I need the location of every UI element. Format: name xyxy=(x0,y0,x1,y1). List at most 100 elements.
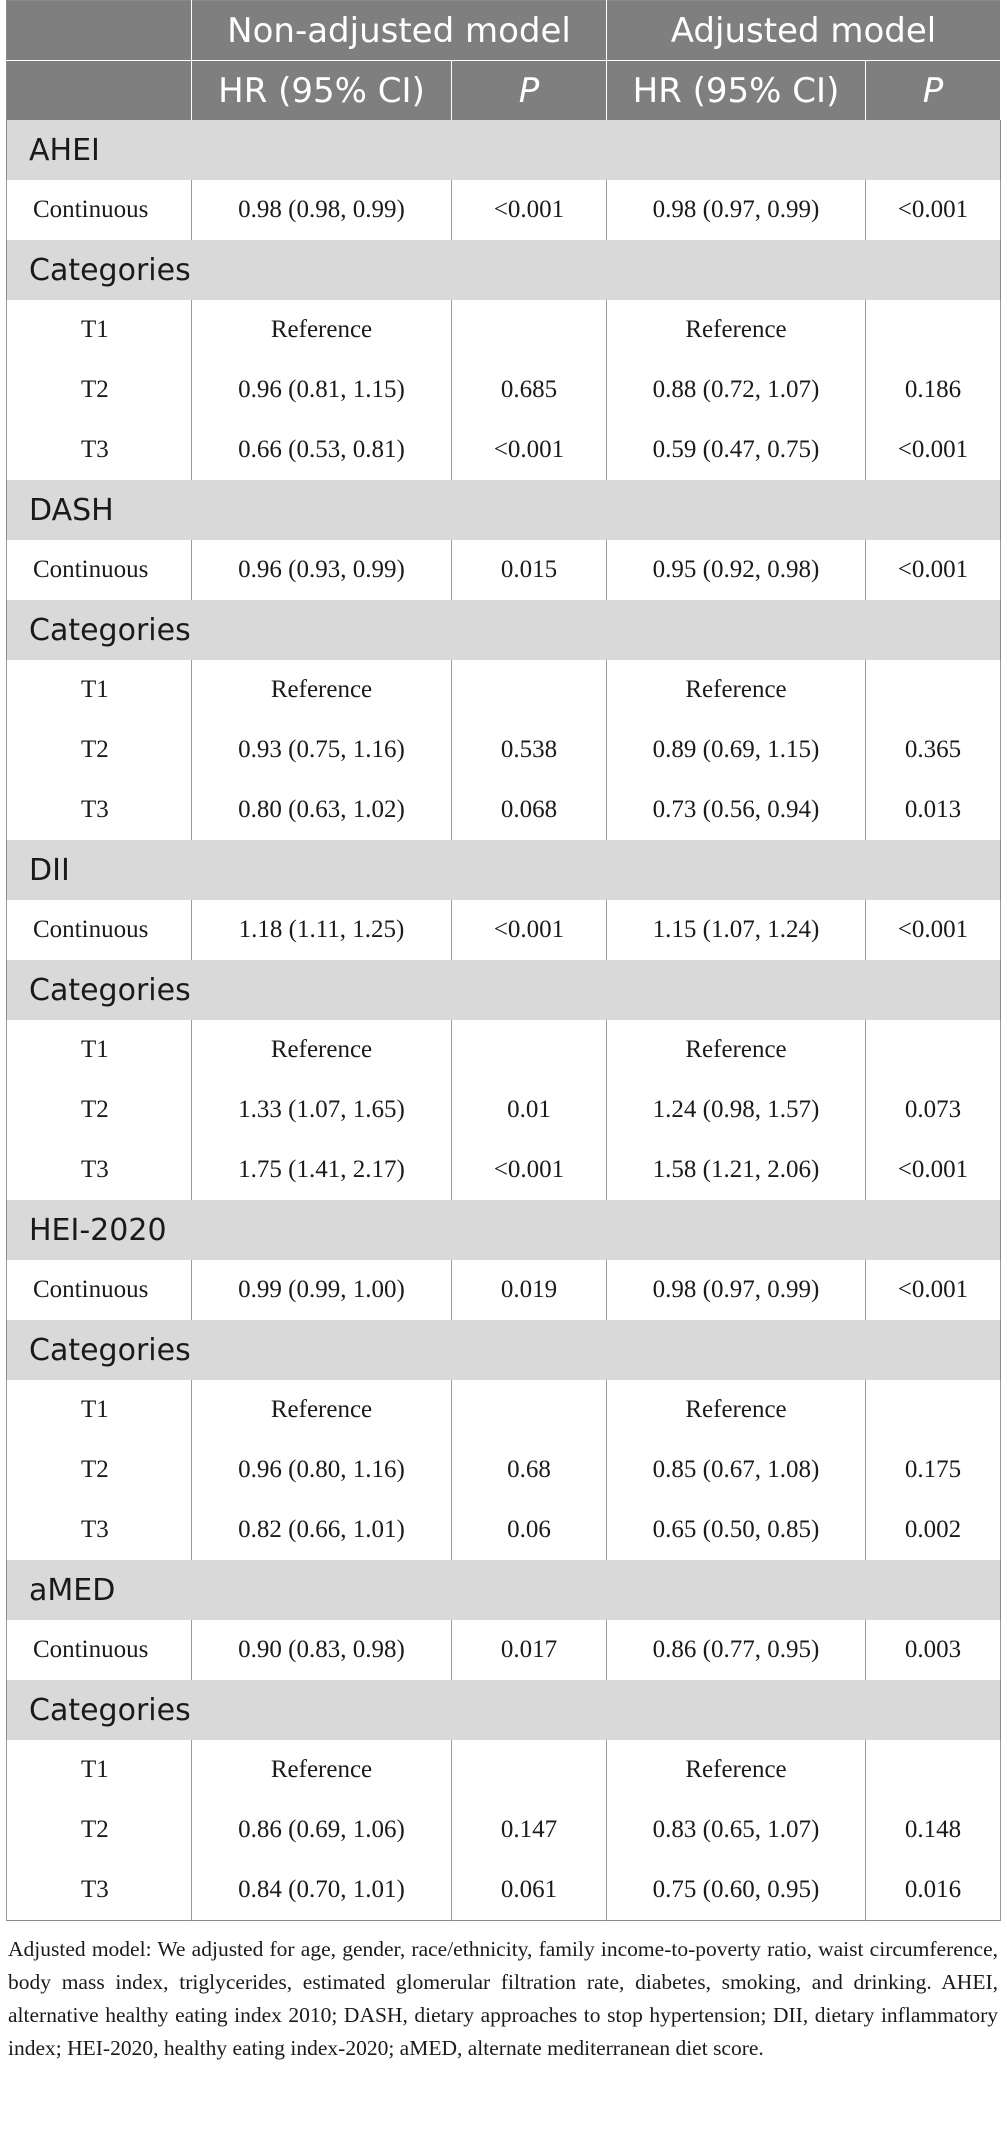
hr-adjusted: 0.65 (0.50, 0.85) xyxy=(606,1500,866,1560)
hr-adjusted: 1.58 (1.21, 2.06) xyxy=(606,1140,866,1200)
header-row-groups: Non-adjusted model Adjusted model xyxy=(6,0,1001,61)
header-p-adjusted: P xyxy=(865,60,1001,120)
row-label: Continuous xyxy=(6,540,192,600)
p-adjusted: 0.016 xyxy=(865,1860,1001,1921)
p-adjusted: <0.001 xyxy=(865,1260,1001,1320)
section-ahei: AHEI Continuous 0.98 (0.98, 0.99) <0.001… xyxy=(6,120,1001,480)
hr-adjusted: 0.75 (0.60, 0.95) xyxy=(606,1860,866,1921)
table-row: T3 0.66 (0.53, 0.81) <0.001 0.59 (0.47, … xyxy=(6,420,1001,480)
hr-non-adjusted: 0.96 (0.80, 1.16) xyxy=(191,1440,452,1500)
hr-adjusted: Reference xyxy=(606,660,866,720)
row-label: T3 xyxy=(6,420,192,480)
hr-non-adjusted: 0.82 (0.66, 1.01) xyxy=(191,1500,452,1560)
hr-adjusted: Reference xyxy=(606,1380,866,1440)
table-row: T1 Reference Reference xyxy=(6,1380,1001,1440)
p-non-adjusted: 0.019 xyxy=(451,1260,607,1320)
header-corner xyxy=(6,0,192,61)
row-label: T3 xyxy=(6,1860,192,1921)
p-non-adjusted: 0.538 xyxy=(451,720,607,780)
table-row: HEI-2020 xyxy=(6,1200,1001,1260)
table-row: T2 0.96 (0.80, 1.16) 0.68 0.85 (0.67, 1.… xyxy=(6,1440,1001,1500)
hr-non-adjusted: 1.18 (1.11, 1.25) xyxy=(191,900,452,960)
hr-adjusted: 0.85 (0.67, 1.08) xyxy=(606,1440,866,1500)
p-adjusted: 0.013 xyxy=(865,780,1001,840)
table-row: Categories xyxy=(6,600,1001,660)
table-header: Non-adjusted model Adjusted model HR (95… xyxy=(6,0,1001,120)
p-adjusted: <0.001 xyxy=(865,180,1001,240)
hr-adjusted: 1.15 (1.07, 1.24) xyxy=(606,900,866,960)
hr-non-adjusted: Reference xyxy=(191,1380,452,1440)
table-row: T3 1.75 (1.41, 2.17) <0.001 1.58 (1.21, … xyxy=(6,1140,1001,1200)
table-row: T3 0.84 (0.70, 1.01) 0.061 0.75 (0.60, 0… xyxy=(6,1860,1001,1921)
header-hr-adjusted: HR (95% CI) xyxy=(606,60,866,120)
hr-non-adjusted: 0.66 (0.53, 0.81) xyxy=(191,420,452,480)
table-row: Categories xyxy=(6,240,1001,300)
categories-title: Categories xyxy=(6,1680,1001,1740)
p-adjusted: <0.001 xyxy=(865,540,1001,600)
table-row: Continuous 0.99 (0.99, 1.00) 0.019 0.98 … xyxy=(6,1260,1001,1320)
table-row: aMED xyxy=(6,1560,1001,1620)
row-label: T1 xyxy=(6,300,192,360)
hr-adjusted: 0.98 (0.97, 0.99) xyxy=(606,180,866,240)
p-non-adjusted xyxy=(451,1020,607,1080)
row-label: T2 xyxy=(6,1440,192,1500)
section-title: aMED xyxy=(6,1560,1001,1620)
hr-non-adjusted: Reference xyxy=(191,1740,452,1800)
section-dash: DASH Continuous 0.96 (0.93, 0.99) 0.015 … xyxy=(6,480,1001,840)
hr-non-adjusted: 1.33 (1.07, 1.65) xyxy=(191,1080,452,1140)
p-non-adjusted: <0.001 xyxy=(451,1140,607,1200)
p-non-adjusted: 0.147 xyxy=(451,1800,607,1860)
p-adjusted: 0.175 xyxy=(865,1440,1001,1500)
p-adjusted: <0.001 xyxy=(865,1140,1001,1200)
header-corner-2 xyxy=(6,60,192,120)
hr-adjusted: 0.86 (0.77, 0.95) xyxy=(606,1620,866,1680)
hazard-ratio-table: Non-adjusted model Adjusted model HR (95… xyxy=(6,0,1001,1921)
p-adjusted: <0.001 xyxy=(865,900,1001,960)
header-adjusted-model: Adjusted model xyxy=(606,0,1001,61)
hr-adjusted: 0.59 (0.47, 0.75) xyxy=(606,420,866,480)
row-label: Continuous xyxy=(6,180,192,240)
p-adjusted: 0.002 xyxy=(865,1500,1001,1560)
hr-non-adjusted: 0.80 (0.63, 1.02) xyxy=(191,780,452,840)
header-hr-non-adjusted: HR (95% CI) xyxy=(191,60,452,120)
row-label: Continuous xyxy=(6,1620,192,1680)
p-non-adjusted: <0.001 xyxy=(451,900,607,960)
header-p-non-adjusted: P xyxy=(451,60,607,120)
table-row: T1 Reference Reference xyxy=(6,1020,1001,1080)
section-title: DII xyxy=(6,840,1001,900)
row-label: T1 xyxy=(6,1740,192,1800)
hr-non-adjusted: 0.86 (0.69, 1.06) xyxy=(191,1800,452,1860)
categories-title: Categories xyxy=(6,600,1001,660)
table-row: Continuous 0.98 (0.98, 0.99) <0.001 0.98… xyxy=(6,180,1001,240)
categories-title: Categories xyxy=(6,960,1001,1020)
row-label: T2 xyxy=(6,1080,192,1140)
hr-non-adjusted: Reference xyxy=(191,1020,452,1080)
row-label: T1 xyxy=(6,660,192,720)
table-row: Continuous 0.96 (0.93, 0.99) 0.015 0.95 … xyxy=(6,540,1001,600)
p-non-adjusted xyxy=(451,300,607,360)
hr-non-adjusted: 0.96 (0.93, 0.99) xyxy=(191,540,452,600)
hr-non-adjusted: Reference xyxy=(191,660,452,720)
hr-adjusted: 0.88 (0.72, 1.07) xyxy=(606,360,866,420)
hr-non-adjusted: Reference xyxy=(191,300,452,360)
table-row: DII xyxy=(6,840,1001,900)
section-amed: aMED Continuous 0.90 (0.83, 0.98) 0.017 … xyxy=(6,1560,1001,1921)
p-adjusted: 0.186 xyxy=(865,360,1001,420)
hr-non-adjusted: 0.96 (0.81, 1.15) xyxy=(191,360,452,420)
table-row: T1 Reference Reference xyxy=(6,300,1001,360)
p-adjusted xyxy=(865,1740,1001,1800)
section-title: HEI-2020 xyxy=(6,1200,1001,1260)
hr-adjusted: Reference xyxy=(606,1020,866,1080)
hr-adjusted: 0.83 (0.65, 1.07) xyxy=(606,1800,866,1860)
p-adjusted xyxy=(865,1020,1001,1080)
hr-adjusted: 0.89 (0.69, 1.15) xyxy=(606,720,866,780)
table-row: Categories xyxy=(6,960,1001,1020)
row-label: Continuous xyxy=(6,1260,192,1320)
row-label: Continuous xyxy=(6,900,192,960)
results-table-container: Non-adjusted model Adjusted model HR (95… xyxy=(6,0,1001,2065)
hr-non-adjusted: 0.98 (0.98, 0.99) xyxy=(191,180,452,240)
table-row: T3 0.82 (0.66, 1.01) 0.06 0.65 (0.50, 0.… xyxy=(6,1500,1001,1560)
p-adjusted: 0.003 xyxy=(865,1620,1001,1680)
hr-non-adjusted: 0.93 (0.75, 1.16) xyxy=(191,720,452,780)
table-row: T3 0.80 (0.63, 1.02) 0.068 0.73 (0.56, 0… xyxy=(6,780,1001,840)
